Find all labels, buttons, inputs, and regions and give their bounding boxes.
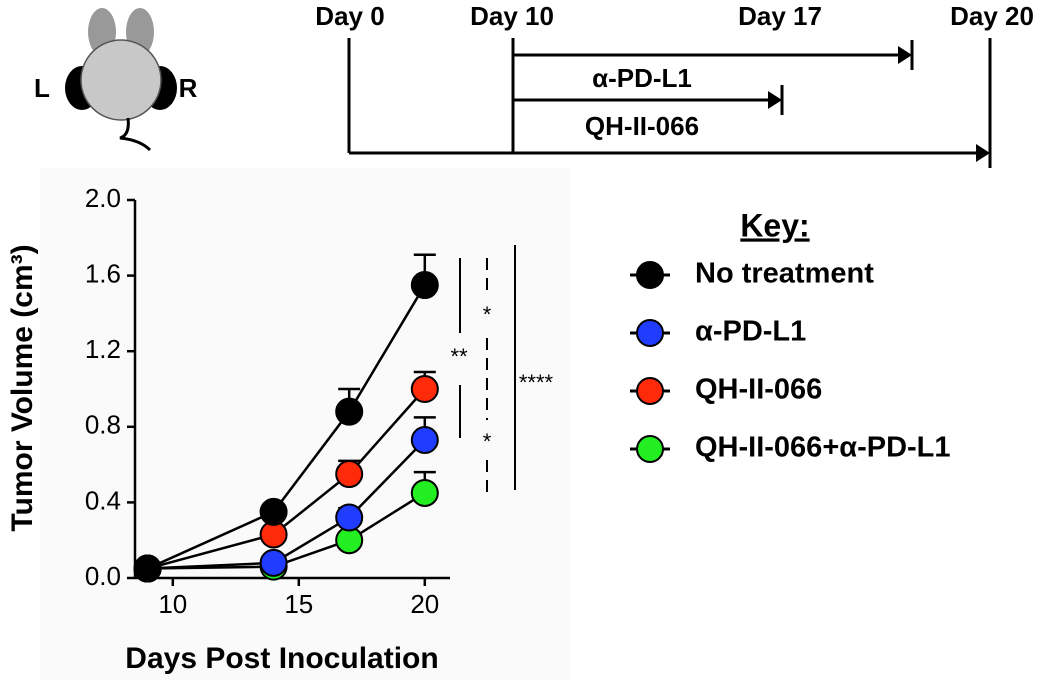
data-point: [259, 497, 288, 526]
legend-marker: [636, 435, 664, 463]
data-point: [410, 426, 439, 455]
data-point: [259, 548, 288, 577]
series-line: [147, 284, 426, 570]
mouse-icon: [65, 8, 177, 152]
mouse-left: L: [34, 73, 50, 103]
legend-label: No treatment: [695, 258, 874, 290]
series-line: [147, 388, 426, 570]
y-tick-label: 0.0: [85, 561, 121, 591]
panel-bg: [40, 168, 570, 680]
timeline-treatment: QH-II-066: [585, 111, 699, 141]
significance-label: *: [483, 429, 492, 454]
x-tick-label: 15: [284, 589, 313, 619]
legend-title: Key:: [740, 207, 809, 243]
timeline-day: Day 17: [738, 1, 822, 31]
y-tick-label: 2.0: [85, 183, 121, 213]
y-tick-label: 0.4: [85, 485, 121, 515]
legend-marker: [636, 261, 664, 289]
timeline-day: Day 0: [315, 1, 384, 31]
legend-label: QH-II-066: [695, 374, 822, 406]
timeline-day: Day 20: [950, 1, 1034, 31]
series-line: [147, 491, 426, 570]
legend-marker: [636, 319, 664, 347]
y-tick-label: 1.2: [85, 334, 121, 364]
data-point: [410, 375, 439, 403]
data-point: [410, 271, 439, 300]
data-point: [335, 503, 364, 532]
significance-label: *: [483, 302, 492, 327]
x-tick-label: 10: [158, 589, 187, 619]
data-point: [410, 478, 439, 507]
legend-label: α-PD-L1: [695, 316, 806, 348]
series-line: [147, 439, 426, 570]
significance-lines: [459, 245, 516, 497]
x-axis-title: Days Post Inoculation: [125, 642, 438, 675]
y-tick-label: 1.6: [85, 258, 121, 288]
data-point: [335, 460, 364, 489]
timeline: [347, 38, 992, 168]
legend-marker: [636, 377, 664, 405]
data-point: [133, 554, 162, 583]
timeline-day: Day 10: [470, 1, 554, 31]
legend-label: QH-II-066+α-PD-L1: [695, 432, 951, 464]
significance-label: ****: [519, 370, 554, 395]
y-tick-label: 0.8: [85, 410, 121, 440]
x-tick-label: 20: [410, 589, 439, 619]
timeline-treatment: α-PD-L1: [592, 63, 692, 93]
data-point: [335, 397, 364, 426]
mouse-right: R: [179, 73, 198, 103]
y-axis-title: Tumor Volume (cm³): [6, 244, 39, 531]
significance-label: **: [450, 344, 468, 369]
